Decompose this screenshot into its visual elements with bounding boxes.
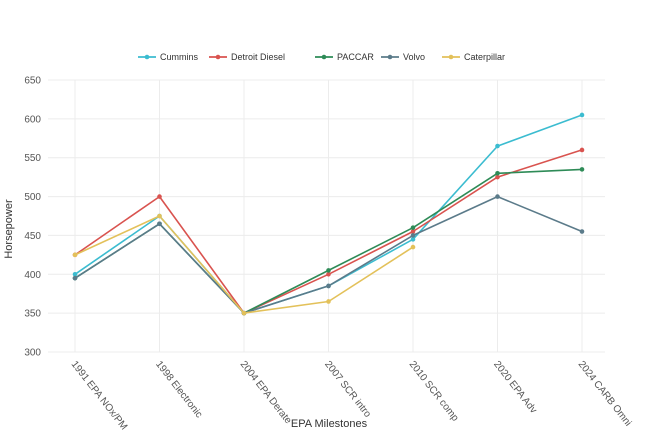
x-tick-label: 1998 Electronic <box>153 359 204 420</box>
y-tick-label: 550 <box>24 153 41 164</box>
grid <box>48 79 605 353</box>
legend-marker <box>448 54 454 60</box>
legend-item[interactable]: Volvo <box>381 52 425 62</box>
data-point <box>241 310 247 316</box>
y-axis-title: Horsepower <box>3 199 15 259</box>
legend-marker <box>321 54 327 60</box>
data-point <box>157 194 162 199</box>
series-lines <box>72 112 585 316</box>
y-tick-label: 500 <box>24 192 41 203</box>
data-point <box>72 252 78 258</box>
legend-marker <box>387 54 393 60</box>
data-point <box>410 237 416 242</box>
legend-item[interactable]: Caterpillar <box>442 52 505 62</box>
data-point <box>579 229 585 234</box>
data-point <box>410 225 416 230</box>
data-point <box>410 233 416 238</box>
legend-label: Detroit Diesel <box>231 52 285 62</box>
data-point <box>579 147 585 153</box>
data-point <box>579 167 585 172</box>
data-point <box>326 271 331 277</box>
legend-item[interactable]: Cummins <box>138 52 199 62</box>
data-point <box>72 271 78 277</box>
series-caterpillar <box>72 213 416 316</box>
data-point <box>495 174 500 180</box>
legend-item[interactable]: PACCAR <box>315 52 374 62</box>
x-tick-label: 2004 EPA Derate <box>238 359 294 426</box>
x-tick-label: 2007 SCR intro <box>322 359 373 420</box>
legend-label: Volvo <box>403 52 425 62</box>
y-tick-label: 450 <box>24 231 41 242</box>
data-point <box>410 229 416 234</box>
x-tick-label: 2020 EPA Adv <box>491 359 539 416</box>
data-point <box>410 244 416 250</box>
data-point <box>157 213 162 219</box>
y-tick-label: 600 <box>24 114 41 125</box>
data-point <box>495 143 500 149</box>
x-tick-label: 2010 SCR comp <box>407 359 461 424</box>
data-point <box>157 221 162 227</box>
y-tick-label: 300 <box>24 348 41 359</box>
legend-label: PACCAR <box>337 52 374 62</box>
data-point <box>326 283 331 289</box>
data-point <box>495 170 500 176</box>
legend-item[interactable]: Detroit Diesel <box>209 52 285 62</box>
legend-label: Cummins <box>160 52 199 62</box>
y-tick-label: 400 <box>24 270 41 281</box>
y-tick-label: 650 <box>24 76 41 87</box>
legend: Cummins Detroit Diesel PACCAR Volvo Caterpil… <box>138 52 505 62</box>
data-point <box>326 299 331 304</box>
legend-marker <box>215 54 221 60</box>
x-tick-label: 1991 EPA NOx/PM <box>69 359 130 432</box>
data-point <box>579 112 585 118</box>
y-tick-label: 350 <box>24 309 41 320</box>
legend-marker <box>144 54 150 60</box>
data-point <box>495 194 500 199</box>
x-tick-label: 2024 CARB Omni <box>576 359 634 428</box>
x-axis-title: EPA Milestones <box>291 418 368 430</box>
data-point <box>72 275 78 281</box>
data-point <box>326 268 331 273</box>
y-axis-ticks: 300 350 400 450 500 550 600 650 <box>24 76 41 359</box>
legend-label: Caterpillar <box>464 52 505 62</box>
